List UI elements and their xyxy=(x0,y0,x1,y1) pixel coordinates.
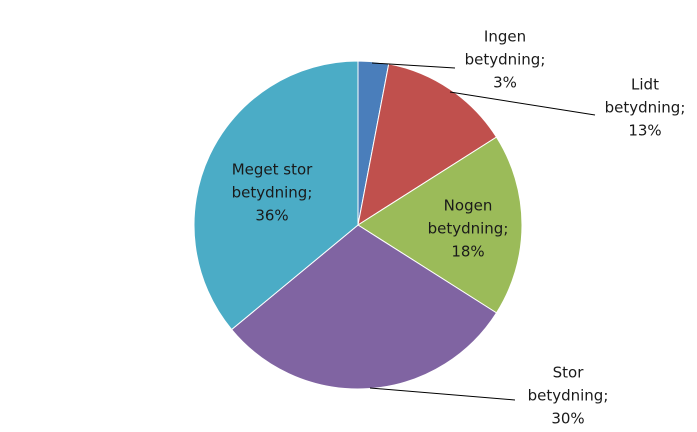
data-label: Ingen xyxy=(484,28,526,46)
data-label: betydning; xyxy=(528,387,609,405)
data-label: 30% xyxy=(551,410,584,428)
data-label: 36% xyxy=(255,207,288,225)
data-label: Stor xyxy=(553,364,585,382)
data-label: betydning; xyxy=(232,184,313,202)
pie-slice xyxy=(357,63,498,227)
leader-line xyxy=(449,91,596,116)
pie-slice xyxy=(357,136,523,314)
leader-line xyxy=(369,387,516,401)
data-label: betydning; xyxy=(428,220,509,238)
labels: Ingen betydning; 3% Lidt betydning; 13% Nogen b… xyxy=(232,28,686,428)
data-label: betydning; xyxy=(465,51,546,69)
data-label: 3% xyxy=(493,74,517,92)
data-label: Lidt xyxy=(631,76,659,94)
pie-slice xyxy=(193,60,359,331)
data-label: 18% xyxy=(451,243,484,261)
pie xyxy=(193,60,523,390)
data-label: 13% xyxy=(628,122,661,140)
leader-line xyxy=(371,62,456,69)
data-label: Nogen xyxy=(444,197,493,215)
data-label: betydning; xyxy=(605,99,686,117)
pie-slice xyxy=(230,224,498,390)
data-label: Meget stor xyxy=(232,161,313,179)
